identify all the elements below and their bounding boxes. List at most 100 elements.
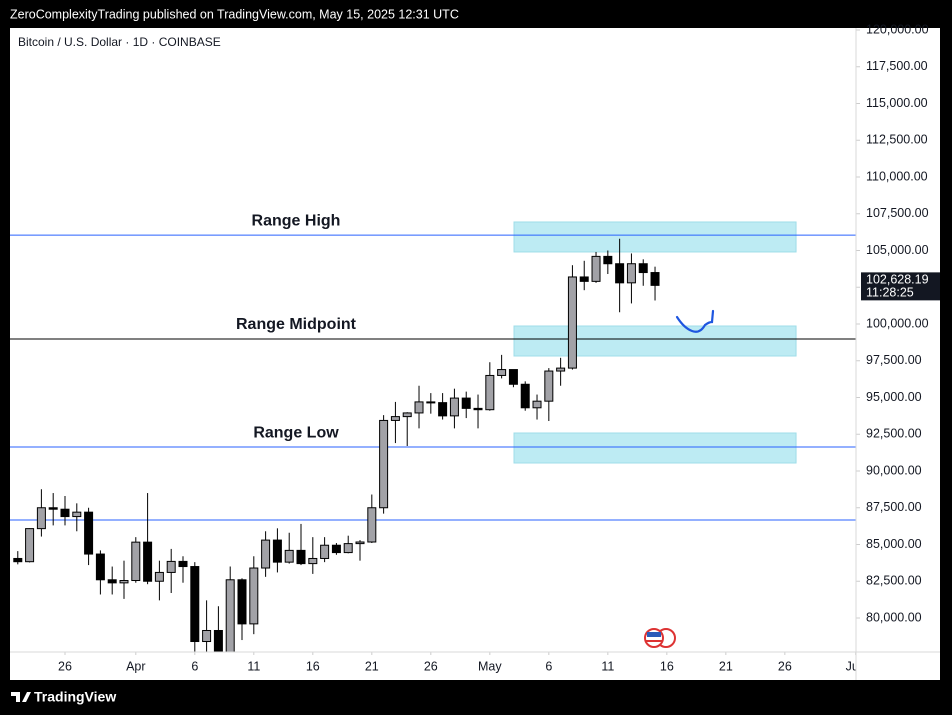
x-axis: 26 Apr 6 11 16 21 26 May 6 11 16 21 26 Jun — [58, 652, 866, 673]
range-zone — [513, 325, 797, 357]
candle-body — [390, 416, 400, 421]
candle-body — [402, 412, 412, 418]
last-price-label: 102,628.19 — [866, 273, 929, 287]
candle-body — [461, 397, 471, 409]
y-tick-label: 117,500.00 — [866, 59, 928, 73]
y-tick-label: 85,000.00 — [866, 537, 922, 551]
y-tick-label: 80,000.00 — [866, 610, 922, 624]
x-tick-label: Jun — [846, 659, 866, 673]
candle-body — [331, 544, 341, 554]
candle-body — [626, 263, 636, 284]
last-price-box — [861, 272, 940, 301]
footer-brand: TradingView — [34, 689, 116, 705]
x-tick-label: 6 — [545, 659, 552, 673]
candle-body — [591, 255, 601, 282]
candle-body — [343, 543, 353, 554]
x-tick-label: Apr — [126, 659, 145, 673]
candle-body — [379, 419, 389, 509]
candle-body — [13, 557, 23, 563]
candle-body — [237, 579, 247, 625]
candle-body — [72, 511, 82, 518]
x-tick-label: 21 — [719, 659, 733, 673]
range-zone — [513, 221, 797, 253]
y-tick-label: 82,500.00 — [866, 574, 922, 588]
candle-body — [213, 629, 223, 652]
countdown-label: 11:28:25 — [866, 286, 914, 300]
x-tick-label: 21 — [365, 659, 379, 673]
candle-body — [520, 383, 530, 409]
candle-body — [225, 579, 235, 652]
plot-area — [10, 221, 856, 652]
x-tick-label: 16 — [660, 659, 674, 673]
y-tick-label: 105,000.00 — [866, 243, 929, 257]
candle-body — [202, 629, 212, 643]
candle-body — [48, 507, 58, 510]
level-label: Range High — [252, 212, 341, 229]
y-tick-label: 95,000.00 — [866, 390, 922, 404]
candle-body — [485, 374, 495, 411]
candle-body — [25, 528, 35, 563]
y-tick-label: 120,000.00 — [866, 22, 929, 36]
candle-body — [284, 549, 294, 563]
y-tick-label: 107,500.00 — [866, 206, 929, 220]
y-tick-label: 90,000.00 — [866, 463, 922, 477]
candle-body — [178, 560, 188, 568]
publisher-line: ZeroComplexityTrading published on Tradi… — [10, 7, 459, 21]
candle-body — [473, 407, 483, 411]
candle-body — [438, 402, 448, 417]
y-tick-label: 110,000.00 — [866, 169, 928, 183]
y-tick-label: 92,500.00 — [866, 427, 922, 441]
candle-body — [355, 541, 365, 545]
candle-body — [532, 400, 542, 409]
x-tick-label: 26 — [58, 659, 72, 673]
candle-body — [36, 507, 46, 530]
x-tick-label: 16 — [306, 659, 320, 673]
chart-panel — [10, 28, 940, 680]
candle-body — [249, 567, 259, 625]
candle-body — [544, 370, 554, 402]
candle-body — [615, 263, 625, 284]
x-tick-label: 26 — [778, 659, 792, 673]
y-tick-label: 97,500.00 — [866, 353, 922, 367]
candle-body — [367, 507, 377, 543]
chart-title: Bitcoin / U.S. Dollar · 1D · COINBASE — [18, 35, 221, 49]
range-zone — [513, 432, 797, 464]
y-tick-label: 100,000.00 — [866, 316, 929, 330]
x-tick-label: 26 — [424, 659, 438, 673]
candle-body — [107, 579, 117, 584]
candle-body — [320, 544, 330, 559]
candle-body — [603, 255, 613, 265]
candle-body — [84, 511, 94, 555]
y-tick-label: 87,500.00 — [866, 500, 922, 514]
candle-body — [497, 369, 507, 376]
candle-body — [119, 580, 129, 584]
candle-body — [650, 272, 660, 286]
candle-body — [272, 539, 282, 563]
x-tick-label: May — [478, 659, 502, 673]
flag-icon — [644, 628, 676, 648]
candle-body — [143, 541, 153, 582]
candle-body — [60, 508, 70, 518]
candle-body — [166, 560, 176, 573]
candle-body — [131, 541, 141, 582]
candle-body — [414, 401, 424, 414]
level-label: Range Low — [253, 424, 339, 441]
level-label: Range Midpoint — [236, 316, 357, 333]
candle-body — [567, 276, 577, 369]
y-tick-label: 115,000.00 — [866, 96, 928, 110]
candle-body — [508, 369, 518, 385]
candle-body — [308, 557, 318, 565]
hand-drawn-path — [675, 309, 715, 333]
x-tick-label: 6 — [191, 659, 198, 673]
candle-body — [190, 566, 200, 643]
candle-body — [426, 401, 436, 404]
candle-body — [296, 549, 306, 565]
candle-body — [579, 276, 589, 282]
tradingview-logo — [11, 692, 31, 702]
candle-body — [95, 553, 105, 581]
candle-body — [449, 397, 459, 417]
x-tick-label: 11 — [247, 659, 260, 673]
candle-body — [154, 571, 164, 582]
